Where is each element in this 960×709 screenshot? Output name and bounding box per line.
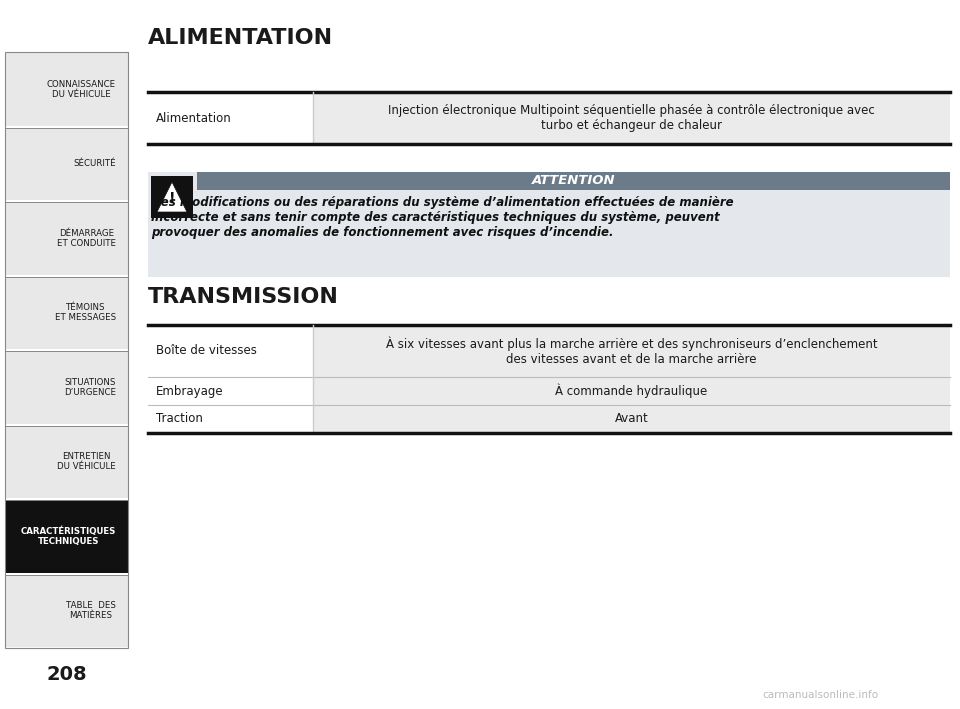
Text: CONNAISSANCE
DU VÉHICULE: CONNAISSANCE DU VÉHICULE bbox=[47, 79, 116, 99]
Text: TRANSMISSION: TRANSMISSION bbox=[148, 287, 339, 307]
Bar bbox=[5, 425, 120, 498]
Bar bbox=[313, 325, 950, 377]
Text: Boîte de vitesses: Boîte de vitesses bbox=[156, 345, 257, 357]
Polygon shape bbox=[157, 182, 187, 212]
Text: ALIMENTATION: ALIMENTATION bbox=[148, 28, 333, 48]
Text: Des modifications ou des réparations du système d’alimentation effectuées de man: Des modifications ou des réparations du … bbox=[151, 196, 733, 239]
Bar bbox=[313, 405, 950, 433]
Bar bbox=[313, 377, 950, 405]
Text: 208: 208 bbox=[46, 666, 86, 684]
Bar bbox=[118, 202, 128, 274]
Bar bbox=[5, 277, 120, 349]
Bar bbox=[5, 202, 120, 274]
Bar bbox=[5, 128, 120, 200]
Bar bbox=[5, 52, 128, 648]
Bar bbox=[148, 172, 950, 277]
Bar bbox=[5, 574, 120, 647]
Text: À commande hydraulique: À commande hydraulique bbox=[556, 384, 708, 398]
Text: TABLE  DES
MATIÈRES: TABLE DES MATIÈRES bbox=[66, 601, 116, 620]
Bar bbox=[148, 92, 313, 144]
Text: Injection électronique Multipoint séquentielle phasée à contrôle électronique av: Injection électronique Multipoint séquen… bbox=[388, 104, 875, 132]
Bar bbox=[118, 425, 128, 498]
Bar bbox=[118, 351, 128, 423]
Text: DÉMARRAGE
ET CONDUITE: DÉMARRAGE ET CONDUITE bbox=[57, 228, 116, 248]
Bar bbox=[118, 500, 128, 572]
Bar bbox=[118, 53, 128, 125]
Bar bbox=[151, 176, 193, 218]
Text: TÉMOINS
ET MESSAGES: TÉMOINS ET MESSAGES bbox=[55, 303, 116, 323]
Bar bbox=[5, 500, 120, 572]
Text: CARACTÉRISTIQUES
TECHNIQUES: CARACTÉRISTIQUES TECHNIQUES bbox=[20, 526, 116, 546]
Text: À six vitesses avant plus la marche arrière et des synchroniseurs d’enclenchemen: À six vitesses avant plus la marche arri… bbox=[386, 336, 877, 366]
Bar bbox=[148, 325, 313, 377]
Text: carmanualsonline.info: carmanualsonline.info bbox=[762, 690, 878, 700]
Bar bbox=[118, 574, 128, 647]
Bar bbox=[148, 405, 313, 433]
Text: SITUATIONS
D’URGENCE: SITUATIONS D’URGENCE bbox=[64, 378, 116, 397]
Bar bbox=[148, 377, 313, 405]
Text: Traction: Traction bbox=[156, 413, 203, 425]
Text: Avant: Avant bbox=[614, 413, 648, 425]
Bar bbox=[0, 0, 133, 709]
Bar bbox=[197, 172, 950, 190]
Bar bbox=[313, 92, 950, 144]
Text: !: ! bbox=[169, 191, 176, 206]
Bar bbox=[5, 53, 120, 125]
Bar bbox=[5, 351, 120, 423]
Text: Alimentation: Alimentation bbox=[156, 111, 231, 125]
Text: ATTENTION: ATTENTION bbox=[532, 174, 615, 187]
Bar bbox=[118, 277, 128, 349]
Text: SÉCURITÉ: SÉCURITÉ bbox=[73, 160, 116, 168]
Text: ENTRETIEN
DU VÉHICULE: ENTRETIEN DU VÉHICULE bbox=[58, 452, 116, 471]
Bar bbox=[118, 128, 128, 200]
Text: Embrayage: Embrayage bbox=[156, 384, 224, 398]
